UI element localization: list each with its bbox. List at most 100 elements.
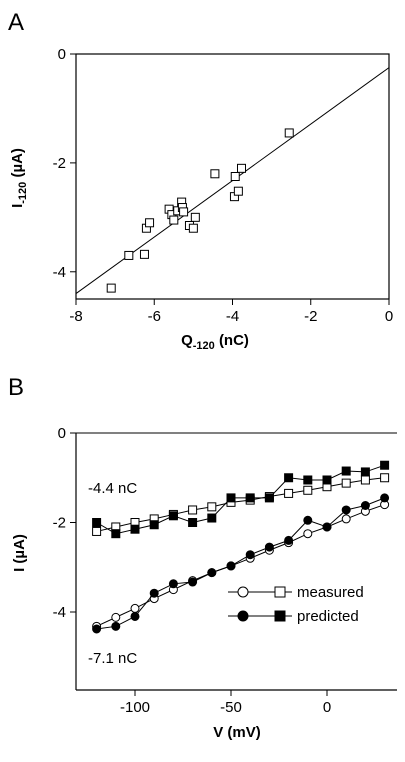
panel-b-data-point [341,505,351,515]
panel-b: B -100 -50 0 -4 -2 0 -4.4 nC -7.1 nC measured… [8,374,397,741]
panel-a-x-tick-label: -4 [226,308,239,325]
panel-a-x-label-unit-text: (nC) [219,332,249,349]
panel-b-data-point [168,579,178,589]
panel-a-y-tick-label: -4 [53,264,66,281]
panel-a-data-point [169,215,179,225]
panel-b-data-point [111,621,121,631]
panel-b-legend: measured predicted [228,584,364,625]
panel-b-data-point [245,550,255,560]
panel-a-data-point [284,128,294,138]
panel-a-data-point [145,218,155,228]
panel-b-data-point [245,493,255,503]
legend-measured-circle-marker [237,586,249,598]
panel-a-y-axis-label: I-120 (µA) [9,148,29,208]
panel-b-data-point [130,611,140,621]
panel-b-series-line [96,477,385,532]
panel-a-data-point [210,169,220,179]
panel-a-y-label-unit: (µA) [9,148,26,177]
panel-a-y-label-sub: -120 [17,182,29,204]
panel-a-letter: A [8,9,24,36]
panel-b-data-point [264,493,274,503]
panel-a-y-label-main: I [9,204,26,208]
panel-b-data-point [341,478,351,488]
panel-b-y-tick-label: -2 [53,515,66,532]
panel-b-x-tick-label: -50 [220,699,242,716]
panel-b-data-point [284,488,294,498]
panel-a-data-point [188,223,198,233]
panel-b-data-point [226,561,236,571]
panel-b-y-axis-label: I (µA) [11,534,28,572]
panel-b-data-point [303,475,313,485]
panel-b-data-point [360,500,370,510]
panel-b-data-point [130,524,140,534]
panel-a-data-point [139,249,149,259]
panel-b-x-tick-label: -100 [120,699,150,716]
panel-a-ticks [70,53,390,305]
panel-b-data-point [111,612,121,622]
panel-a-x-tick-label: -2 [304,308,317,325]
panel-b-series-line [96,464,385,535]
panel-b-y-tick-label: -4 [53,604,66,621]
panel-a-x-tick-label: 0 [385,308,393,325]
panel-b-x-axis-label: V (mV) [213,724,261,741]
panel-a-x-tick-label: -6 [148,308,161,325]
panel-a-data-point [179,207,189,217]
panel-b-data-point [111,529,121,539]
panel-b-data-point [380,493,390,503]
panel-b-x-tick-label: 0 [323,699,331,716]
annotation-upper-charge: -4.4 nC [88,480,137,497]
legend-measured-square-marker [274,586,286,598]
panel-b-data-point [92,624,102,634]
legend-predicted-square-marker [274,610,286,622]
panel-a: A -8 -6 -4 -2 0-4-20 Q-120 (nC) I-120 (µA) [8,9,393,352]
panel-b-data-point [149,520,159,530]
panel-a-points [106,128,294,293]
panel-b-data-point [360,475,370,485]
panel-b-y-label-unit: (µA) [11,534,28,563]
panel-b-data-point [207,502,217,512]
panel-a-data-point [233,186,243,196]
panel-b-data-point [226,493,236,503]
panel-b-data-point [188,577,198,587]
legend-predicted-circle-marker [237,610,249,622]
panel-a-tick-labels: -8 -6 -4 -2 0 -4 -2 0 [53,46,394,325]
panel-a-data-point [230,172,240,181]
panel-b-tick-labels: -100 -50 0 -4 -2 0 [53,425,332,716]
panel-b-series-line [96,497,385,630]
panel-b-x-label-main: V [213,724,223,741]
panel-b-data-point [380,460,390,470]
legend-measured-label: measured [297,584,364,601]
panel-a-x-tick-label: -8 [69,308,82,325]
panel-b-ticks [70,432,328,696]
panel-b-data-point [207,513,217,523]
panel-b-data-point [92,518,102,527]
panel-a-data-point [236,163,246,173]
panel-a-data-point [190,212,200,222]
panel-b-data-point [341,466,351,476]
panel-b-data-point [130,603,140,613]
panel-b-letter: B [8,374,24,401]
panel-b-data-point [380,473,390,483]
panel-a-y-tick-label: -2 [53,155,66,172]
panel-b-data-point [188,505,198,515]
panel-b-x-label-unit: (mV) [227,724,260,741]
panel-a-y-tick-label: 0 [58,46,66,63]
panel-b-data-point [322,522,332,532]
panel-a-x-axis-label: Q-120 (nC) [181,332,249,352]
panel-b-data-point [207,568,217,578]
panel-a-x-label-main: Q [181,332,193,349]
panel-b-y-tick-label: 0 [58,425,66,442]
panel-b-series [92,460,390,634]
panel-a-data-point [106,283,116,293]
panel-b-data-point [188,518,198,527]
panel-b-y-label-main: I [11,568,28,572]
panel-b-data-point [168,511,178,521]
panel-b-data-point [92,526,102,536]
legend-predicted-label: predicted [297,608,359,625]
panel-b-data-point [322,475,332,485]
panel-b-data-point [264,542,274,552]
panel-b-data-point [341,514,351,524]
panel-b-data-point [149,588,159,598]
panel-b-data-point [303,529,313,539]
